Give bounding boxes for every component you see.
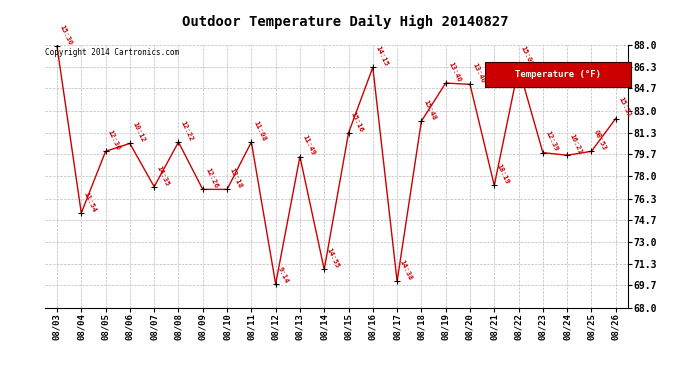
- Text: 15:16: 15:16: [350, 111, 364, 133]
- Text: 15:31: 15:31: [617, 96, 631, 118]
- Text: 12:36: 12:36: [107, 129, 121, 151]
- Text: 9:14: 9:14: [277, 266, 290, 284]
- Text: 12:39: 12:39: [544, 130, 559, 153]
- Text: 11:49: 11:49: [301, 134, 316, 157]
- Text: 15:00: 15:00: [520, 45, 535, 68]
- Text: 14:35: 14:35: [155, 164, 170, 187]
- FancyBboxPatch shape: [485, 62, 631, 87]
- Text: 14:38: 14:38: [398, 259, 413, 281]
- Text: 11:54: 11:54: [83, 190, 97, 213]
- Text: 12:22: 12:22: [179, 120, 195, 142]
- Text: 10:12: 10:12: [131, 121, 146, 144]
- Text: 18:19: 18:19: [495, 163, 510, 186]
- Text: 11:08: 11:08: [253, 120, 267, 142]
- Text: 14:15: 14:15: [374, 45, 388, 68]
- Text: Temperature (°F): Temperature (°F): [515, 70, 601, 79]
- Text: 08:53: 08:53: [593, 129, 607, 151]
- Text: 13:18: 13:18: [228, 167, 243, 189]
- Text: 13:40: 13:40: [447, 61, 462, 83]
- Text: 15:30: 15:30: [58, 24, 73, 46]
- Text: 14:55: 14:55: [326, 247, 340, 269]
- Text: Outdoor Temperature Daily High 20140827: Outdoor Temperature Daily High 20140827: [181, 15, 509, 29]
- Text: 15:48: 15:48: [422, 99, 437, 121]
- Text: 12:26: 12:26: [204, 167, 219, 189]
- Text: Copyright 2014 Cartronics.com: Copyright 2014 Cartronics.com: [46, 48, 179, 57]
- Text: 16:21: 16:21: [569, 133, 583, 155]
- Text: 13:40: 13:40: [471, 62, 486, 84]
